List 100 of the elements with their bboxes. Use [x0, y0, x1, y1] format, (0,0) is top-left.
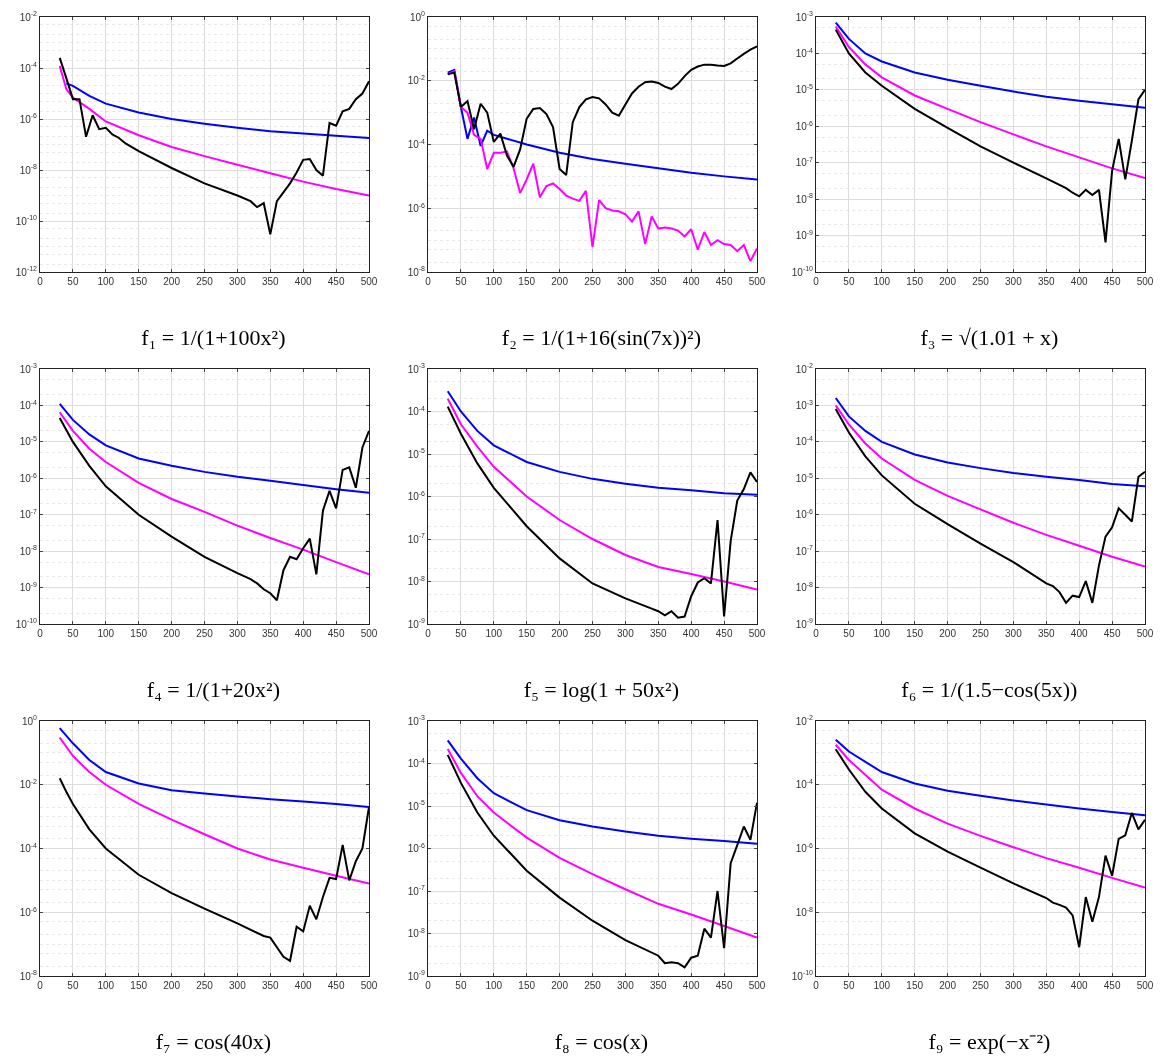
- x-tick-label: 450: [715, 980, 733, 991]
- x-tick-label: 150: [518, 628, 536, 639]
- y-tick-label: 10$^{-10}$: [15, 214, 38, 227]
- x-tick-label: 500: [748, 980, 766, 991]
- y-tick-label: 10$^{-9}$: [795, 617, 814, 630]
- y-tick-label: 10$^{-10}$: [791, 969, 814, 982]
- x-tick-label: 150: [906, 276, 924, 287]
- line-series: [58, 64, 369, 197]
- x-tick-label: 200: [163, 276, 181, 287]
- x-tick-label: 250: [972, 980, 990, 991]
- x-tick-label: 250: [584, 980, 602, 991]
- x-tick-label: 450: [715, 276, 733, 287]
- x-tick-label: 100: [97, 980, 115, 991]
- y-tick-label: 10$^{-6}$: [19, 112, 38, 125]
- text: f₂ = 1/(1+16(sin(7x))²): [501, 324, 701, 350]
- x-tick-label: 200: [939, 276, 957, 287]
- line-series: [65, 82, 369, 139]
- y-tick-label: 10$^{-2}$: [407, 74, 426, 87]
- line-series: [58, 777, 369, 962]
- x-tick-label: 300: [1005, 980, 1023, 991]
- x-tick-label: 150: [518, 276, 536, 287]
- y-tick-label: 10$^{-5}$: [407, 799, 426, 812]
- y-tick-label: 10$^{-3}$: [407, 362, 426, 375]
- y-tick-label: 10$^{-10}$: [15, 617, 38, 630]
- x-tick-label: 500: [360, 980, 378, 991]
- y-tick-label: 10$^{-4}$: [407, 137, 426, 150]
- y-tick-label: 10$^{-3}$: [19, 362, 38, 375]
- x-tick-label: 250: [584, 628, 602, 639]
- x-tick-label: 450: [1103, 628, 1121, 639]
- x-tick-label: 50: [843, 628, 855, 639]
- line-series: [58, 727, 369, 809]
- line-series: [446, 70, 757, 263]
- x-tick-label: 300: [229, 980, 247, 991]
- x-tick-label: 450: [327, 980, 345, 991]
- x-tick-label: 350: [261, 980, 280, 991]
- x-tick-label: 400: [1070, 276, 1088, 287]
- x-tick-label: 350: [261, 628, 280, 639]
- line-series: [834, 407, 1145, 604]
- x-tick-label: 200: [939, 980, 957, 991]
- line-series: [446, 68, 757, 181]
- y-tick-label: 10$^{-9}$: [407, 969, 426, 982]
- x-tick-label: 100: [97, 276, 115, 287]
- line-series: [446, 45, 757, 177]
- x-tick-label: 400: [294, 628, 312, 639]
- y-tick-label: 10$^{-7}$: [407, 884, 426, 897]
- y-tick-label: 10$^{-4}$: [795, 435, 814, 448]
- y-tick-label: 10$^{-3}$: [407, 714, 426, 727]
- x-tick-label: 50: [455, 276, 467, 287]
- x-tick-label: 50: [67, 980, 79, 991]
- y-tick-label: 10$^{-2}$: [19, 778, 38, 791]
- line-series: [58, 736, 369, 885]
- line-series: [834, 21, 1145, 109]
- line-series: [834, 396, 1145, 488]
- y-tick-label: 10$^{-4}$: [407, 756, 426, 769]
- x-tick-label: 500: [360, 628, 378, 639]
- y-tick-label: 10$^{-4}$: [407, 404, 426, 417]
- x-tick-label: 350: [261, 276, 280, 287]
- y-tick-label: 10$^{0}$: [409, 10, 426, 23]
- y-tick-label: 10$^{-12}$: [15, 265, 38, 278]
- x-tick-label: 350: [1037, 980, 1056, 991]
- line-series: [446, 739, 757, 845]
- line-series: [58, 411, 369, 576]
- line-series: [58, 56, 369, 236]
- x-tick-label: 150: [906, 980, 924, 991]
- x-tick-label: 0: [425, 980, 432, 991]
- y-tick-label: 10$^{-8}$: [19, 163, 38, 176]
- x-tick-label: 0: [813, 276, 820, 287]
- y-tick-label: 10$^{-8}$: [795, 192, 814, 205]
- x-tick-label: 400: [294, 276, 312, 287]
- y-tick-label: 10$^{-6}$: [407, 841, 426, 854]
- y-tick-label: 10$^{-2}$: [19, 10, 38, 23]
- x-tick-label: 300: [1005, 276, 1023, 287]
- x-tick-label: 400: [682, 628, 700, 639]
- y-tick-label: 10$^{-6}$: [19, 905, 38, 918]
- x-tick-label: 300: [617, 628, 635, 639]
- x-tick-label: 0: [37, 628, 44, 639]
- x-tick-label: 500: [1136, 628, 1154, 639]
- x-tick-label: 350: [1037, 276, 1056, 287]
- x-tick-label: 0: [813, 628, 820, 639]
- text: f₅ = log(1 + 50x²): [523, 676, 679, 702]
- y-tick-label: 10$^{-3}$: [795, 10, 814, 23]
- y-tick-label: 10$^{-4}$: [19, 841, 38, 854]
- x-tick-label: 0: [813, 980, 820, 991]
- x-tick-label: 500: [360, 276, 378, 287]
- x-tick-label: 0: [425, 628, 432, 639]
- y-tick-label: 10$^{-6}$: [19, 471, 38, 484]
- x-tick-label: 100: [485, 980, 503, 991]
- x-tick-label: 250: [196, 276, 214, 287]
- x-tick-label: 0: [425, 276, 432, 287]
- x-tick-label: 350: [649, 276, 668, 287]
- line-series: [834, 28, 1145, 244]
- x-tick-label: 100: [485, 628, 503, 639]
- y-tick-label: 10$^{-4}$: [19, 61, 38, 74]
- x-tick-label: 500: [748, 276, 766, 287]
- x-tick-label: 400: [1070, 628, 1088, 639]
- x-tick-label: 450: [1103, 276, 1121, 287]
- y-tick-label: 10$^{-8}$: [19, 969, 38, 982]
- x-tick-label: 300: [617, 276, 635, 287]
- x-tick-label: 50: [843, 980, 855, 991]
- x-tick-label: 150: [906, 628, 924, 639]
